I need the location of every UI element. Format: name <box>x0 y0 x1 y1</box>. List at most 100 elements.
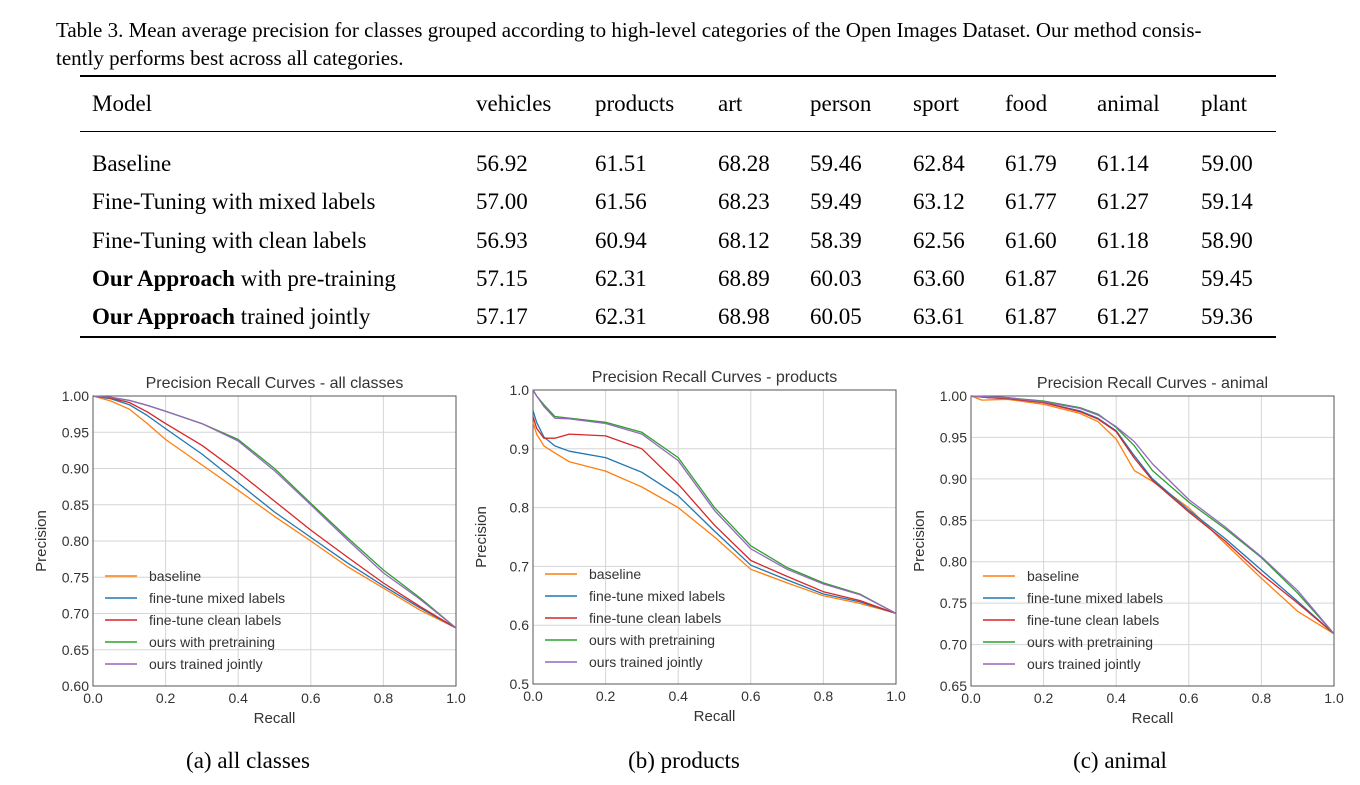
x-tick-label: 0.0 <box>523 688 543 704</box>
chart-svg: Precision Recall Curves - products 0.0 0.2… <box>473 369 906 725</box>
y-tick-label: 0.70 <box>940 637 967 653</box>
x-tick-label: 1.0 <box>886 688 906 704</box>
legend-label: ours with pretraining <box>1027 634 1153 650</box>
chart-title: Precision Recall Curves - all classes <box>146 375 404 392</box>
column-header: Model <box>92 90 153 116</box>
table-row: Fine-Tuning with mixed labels 57.00 61.56 6… <box>80 183 1276 222</box>
map-value-cell: 59.36 <box>1201 304 1253 330</box>
series-line-fine-tune-clean-labels <box>970 395 1335 635</box>
series-line-fine-tune-mixed-labels <box>92 395 457 629</box>
x-tick-label: 0.8 <box>1252 690 1272 706</box>
series-line-baseline <box>532 422 897 615</box>
y-tick-label: 0.90 <box>62 461 89 477</box>
x-tick-label: 0.4 <box>1106 690 1126 706</box>
map-value-cell: 59.14 <box>1201 189 1253 215</box>
table-row: Our Approach with pre-training 57.15 62.31… <box>80 260 1276 299</box>
results-table: Model vehicles products art person sport… <box>80 75 1276 338</box>
series-line-ours-trained-jointly <box>970 395 1335 635</box>
legend-label: fine-tune mixed labels <box>149 590 285 606</box>
y-tick-label: 0.8 <box>510 500 530 516</box>
table-header-row: Model vehicles products art person sport… <box>80 76 1276 131</box>
map-value-cell: 61.56 <box>595 189 647 215</box>
column-header: products <box>595 90 675 116</box>
x-tick-label: 1.0 <box>1324 690 1344 706</box>
column-header: animal <box>1097 90 1160 116</box>
map-value-cell: 63.12 <box>913 189 965 215</box>
model-name: Fine-Tuning with mixed labels <box>92 189 376 215</box>
plot-frame <box>532 389 897 685</box>
legend-label: baseline <box>149 568 201 584</box>
y-tick-label: 0.5 <box>510 676 530 692</box>
model-name: Baseline <box>92 150 172 176</box>
y-tick-label: 0.75 <box>62 569 89 585</box>
x-tick-label: 0.2 <box>1034 690 1054 706</box>
map-value-cell: 57.00 <box>476 189 528 215</box>
x-tick-label: 0.0 <box>961 690 981 706</box>
y-tick-label: 0.6 <box>510 617 530 633</box>
pr-chart-animal: Precision Recall Curves - animal 0.0 0.2 0.… <box>900 368 1348 736</box>
map-value-cell: 59.49 <box>810 189 862 215</box>
model-name-bold: Our Approach <box>92 304 235 330</box>
map-value-cell: 60.94 <box>595 227 647 253</box>
model-name: Fine-Tuning with clean labels <box>92 227 367 253</box>
map-value-cell: 62.84 <box>913 150 965 176</box>
map-value-cell: 61.77 <box>1005 189 1057 215</box>
x-tick-label: 0.8 <box>374 690 394 706</box>
model-name: trained jointly <box>234 304 371 330</box>
y-tick-label: 0.70 <box>62 606 89 622</box>
chart-title: Precision Recall Curves - products <box>592 369 837 386</box>
column-header: food <box>1005 90 1048 116</box>
y-axis-label: Precision <box>911 510 928 572</box>
column-header: vehicles <box>476 90 552 116</box>
map-value-cell: 56.92 <box>476 150 528 176</box>
map-value-cell: 57.17 <box>476 304 528 330</box>
series-line-fine-tune-mixed-labels <box>532 410 897 615</box>
column-header: plant <box>1201 90 1247 116</box>
y-tick-label: 0.85 <box>62 497 89 513</box>
map-value-cell: 58.90 <box>1201 227 1253 253</box>
chart-svg: Precision Recall Curves - animal 0.0 0.2 0.… <box>911 375 1344 727</box>
map-value-cell: 58.39 <box>810 227 862 253</box>
legend-label: fine-tune mixed labels <box>589 588 725 604</box>
x-tick-label: 0.4 <box>228 690 248 706</box>
model-name-cell: Fine-Tuning with mixed labels <box>80 183 476 222</box>
x-tick-label: 0.8 <box>814 688 834 704</box>
legend-label: fine-tune clean labels <box>1027 612 1159 628</box>
y-tick-label: 0.75 <box>940 595 967 611</box>
map-value-cell: 63.61 <box>913 304 965 330</box>
chart-title: Precision Recall Curves - animal <box>1037 375 1268 392</box>
y-tick-label: 0.9 <box>510 441 530 457</box>
map-value-cell: 61.87 <box>1005 266 1057 292</box>
legend-label: ours trained jointly <box>149 656 263 672</box>
model-name-cell: Our Approach trained jointly <box>80 299 476 338</box>
x-tick-label: 0.0 <box>83 690 103 706</box>
y-tick-label: 1.00 <box>940 388 967 404</box>
subcaption-a: (a) all classes <box>186 748 310 773</box>
map-value-cell: 61.60 <box>1005 227 1057 253</box>
caption-line-2: tently performs best across all categori… <box>56 46 404 70</box>
subcaption-b: (b) products <box>628 748 740 773</box>
map-value-cell: 59.46 <box>810 150 862 176</box>
legend-label: ours with pretraining <box>589 632 715 648</box>
y-tick-label: 0.95 <box>62 424 89 440</box>
x-axis-label: Recall <box>1132 710 1174 727</box>
y-tick-label: 0.60 <box>62 678 89 694</box>
series-line-ours-with-pretraining <box>532 389 897 614</box>
map-value-cell: 68.89 <box>718 266 770 292</box>
map-value-cell: 68.98 <box>718 304 770 330</box>
table-row: Fine-Tuning with clean labels 56.93 60.94 6… <box>80 222 1276 261</box>
series-line-baseline <box>92 395 457 629</box>
map-value-cell: 61.51 <box>595 150 647 176</box>
y-tick-label: 1.0 <box>510 382 530 398</box>
y-axis-label: Precision <box>473 506 490 568</box>
map-value-cell: 59.45 <box>1201 266 1253 292</box>
legend-label: fine-tune mixed labels <box>1027 590 1163 606</box>
x-tick-label: 0.6 <box>1179 690 1199 706</box>
y-tick-label: 1.00 <box>62 388 89 404</box>
plot-frame <box>92 395 457 687</box>
pr-chart-all-classes: Precision Recall Curves - all classes 0.0… <box>22 368 470 736</box>
pr-chart-products: Precision Recall Curves - products 0.0 0.2… <box>462 362 910 734</box>
series-line-ours-trained-jointly <box>532 389 897 614</box>
column-header: art <box>718 90 743 116</box>
x-tick-label: 0.2 <box>156 690 176 706</box>
